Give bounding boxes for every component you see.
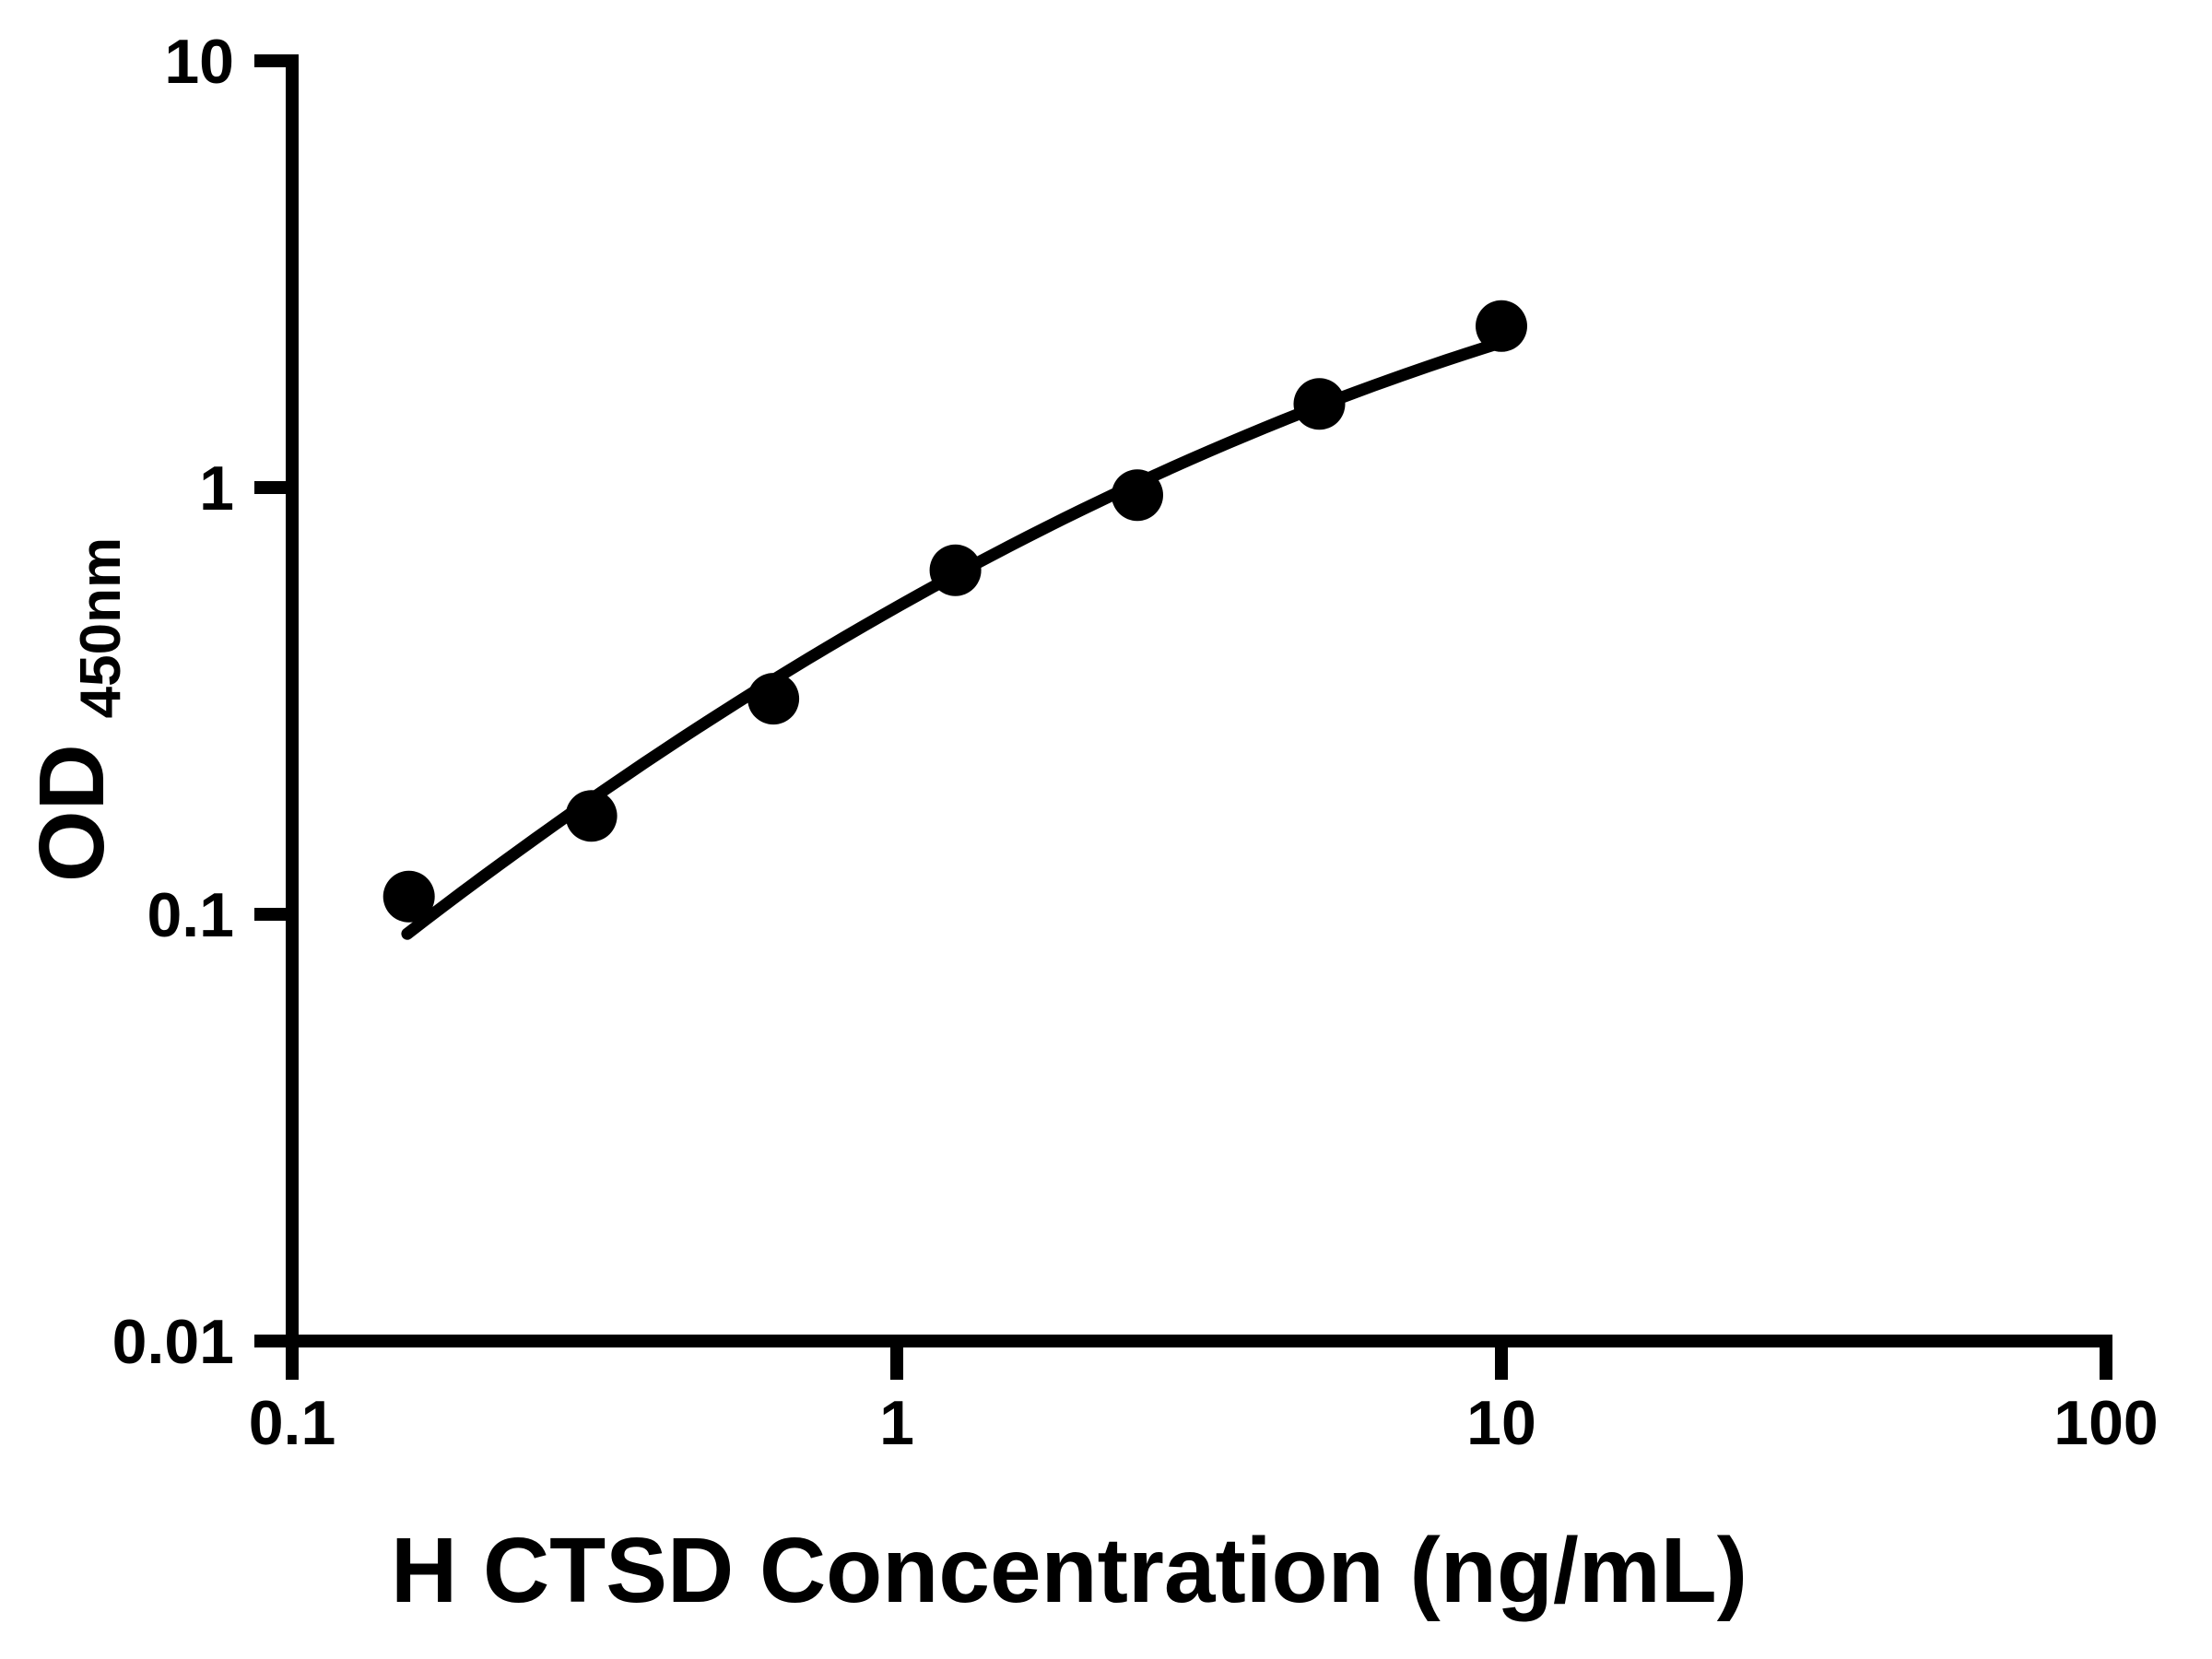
y-tick-label: 0.01 [112, 1307, 234, 1377]
x-axis-title: H CTSD Concentration (ng/mL) [391, 1519, 1747, 1622]
data-points [382, 300, 1527, 923]
data-point-marker [382, 870, 435, 923]
data-point-marker [1476, 300, 1527, 352]
y-axis-tick-labels: 0.01 0.1 1 10 [112, 27, 234, 1377]
data-point-marker [929, 544, 982, 596]
x-tick-label: 10 [1466, 1388, 1536, 1458]
x-axis-tick-labels: 0.1 1 10 100 [249, 1388, 2159, 1458]
data-point-marker [1112, 469, 1163, 522]
data-point-marker [1293, 378, 1346, 430]
y-tick-label: 0.1 [147, 880, 234, 950]
axes [254, 54, 2112, 1380]
y-axis-title-main: OD [20, 744, 124, 882]
data-point-marker [747, 673, 800, 725]
y-tick-label: 1 [199, 453, 234, 524]
x-tick-label: 0.1 [249, 1388, 336, 1458]
y-tick-label: 10 [164, 27, 234, 97]
x-tick-label: 1 [879, 1388, 914, 1458]
y-axis-title: OD 450nm [20, 537, 133, 882]
x-tick-label: 100 [2053, 1388, 2158, 1458]
y-axis-title-subscript: 450nm [69, 537, 133, 718]
data-point-marker [565, 790, 618, 842]
fit-curve [401, 336, 1508, 940]
